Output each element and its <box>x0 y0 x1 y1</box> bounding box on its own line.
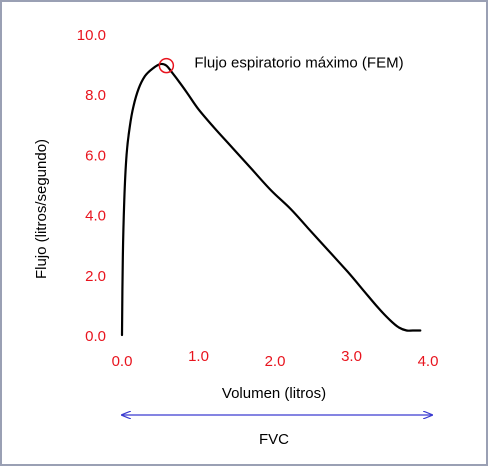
y-tick-label: 2.0 <box>85 268 106 285</box>
y-tick-label: 4.0 <box>85 208 106 225</box>
x-tick-label: 1.0 <box>188 348 209 365</box>
pef-marker <box>158 57 175 74</box>
y-tick-label: 0.0 <box>85 328 106 345</box>
fvc-label: FVC <box>259 431 289 448</box>
y-tick-label: 6.0 <box>85 147 106 164</box>
x-tick-label: 2.0 <box>265 353 286 370</box>
flow-volume-curve <box>120 62 422 337</box>
x-tick-label: 0.0 <box>112 353 133 370</box>
y-tick-label: 8.0 <box>85 87 106 104</box>
x-tick-label: 3.0 <box>341 348 362 365</box>
x-tick-label: 4.0 <box>418 353 439 370</box>
y-tick-label: 10.0 <box>77 27 106 44</box>
x-axis-ticks: 0.0 1.0 2.0 3.0 4.0 <box>112 348 439 370</box>
x-axis-label: Volumen (litros) <box>222 385 326 402</box>
y-axis-label: Flujo (litros/segundo) <box>33 139 50 279</box>
y-axis-ticks: 0.0 2.0 4.0 6.0 8.0 10.0 <box>77 27 106 345</box>
pef-annotation: Flujo espiratorio máximo (FEM) <box>194 55 403 72</box>
